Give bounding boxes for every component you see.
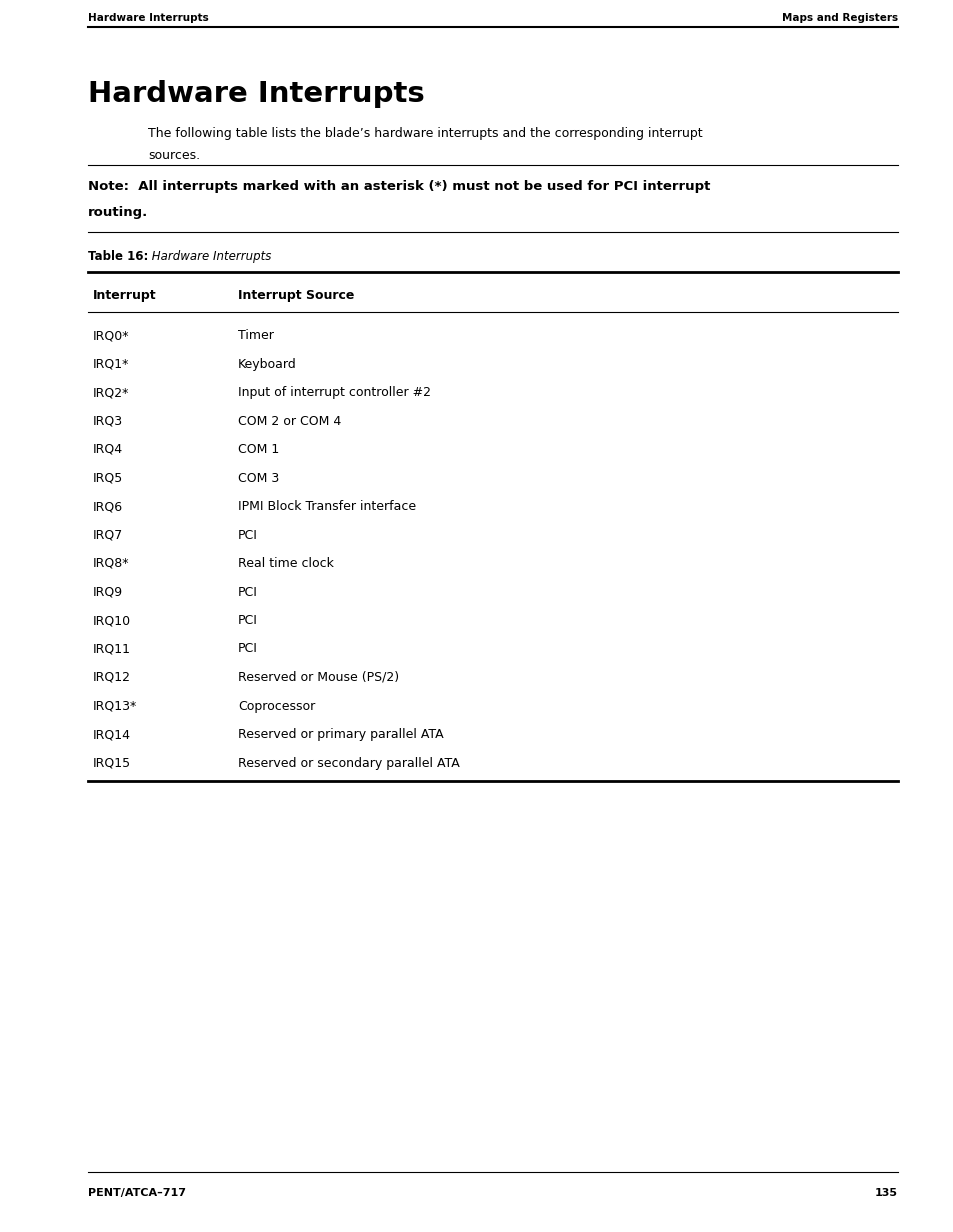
Text: IRQ3: IRQ3	[92, 414, 123, 428]
Text: Maps and Registers: Maps and Registers	[781, 14, 897, 23]
Text: Hardware Interrupts: Hardware Interrupts	[148, 250, 271, 262]
Text: IRQ8*: IRQ8*	[92, 557, 130, 570]
Text: PCI: PCI	[237, 643, 257, 655]
Text: IRQ1*: IRQ1*	[92, 357, 130, 371]
Text: Reserved or Mouse (PS/2): Reserved or Mouse (PS/2)	[237, 671, 398, 684]
Text: PCI: PCI	[237, 585, 257, 599]
Text: IRQ12: IRQ12	[92, 671, 131, 684]
Text: IRQ14: IRQ14	[92, 728, 131, 740]
Text: IPMI Block Transfer interface: IPMI Block Transfer interface	[237, 500, 416, 513]
Text: IRQ2*: IRQ2*	[92, 386, 130, 399]
Text: IRQ6: IRQ6	[92, 500, 123, 513]
Text: Interrupt Source: Interrupt Source	[237, 290, 354, 302]
Text: Keyboard: Keyboard	[237, 357, 296, 371]
Text: routing.: routing.	[88, 206, 148, 219]
Text: IRQ5: IRQ5	[92, 472, 123, 484]
Text: Coprocessor: Coprocessor	[237, 700, 314, 712]
Text: IRQ7: IRQ7	[92, 529, 123, 542]
Text: Hardware Interrupts: Hardware Interrupts	[88, 14, 209, 23]
Text: Interrupt: Interrupt	[92, 290, 156, 302]
Text: Reserved or secondary parallel ATA: Reserved or secondary parallel ATA	[237, 756, 459, 770]
Text: PENT/ATCA–717: PENT/ATCA–717	[88, 1188, 186, 1198]
Text: IRQ13*: IRQ13*	[92, 700, 137, 712]
Text: PCI: PCI	[237, 614, 257, 627]
Text: Reserved or primary parallel ATA: Reserved or primary parallel ATA	[237, 728, 443, 740]
Text: Timer: Timer	[237, 329, 274, 342]
Text: COM 2 or COM 4: COM 2 or COM 4	[237, 414, 341, 428]
Text: IRQ15: IRQ15	[92, 756, 131, 770]
Text: IRQ0*: IRQ0*	[92, 329, 130, 342]
Text: IRQ4: IRQ4	[92, 444, 123, 456]
Text: Real time clock: Real time clock	[237, 557, 334, 570]
Text: IRQ9: IRQ9	[92, 585, 123, 599]
Text: Hardware Interrupts: Hardware Interrupts	[88, 80, 424, 108]
Text: 135: 135	[874, 1188, 897, 1198]
Text: Input of interrupt controller #2: Input of interrupt controller #2	[237, 386, 431, 399]
Text: COM 3: COM 3	[237, 472, 279, 484]
Text: IRQ11: IRQ11	[92, 643, 131, 655]
Text: Table 16:: Table 16:	[88, 250, 149, 262]
Text: COM 1: COM 1	[237, 444, 279, 456]
Text: IRQ10: IRQ10	[92, 614, 131, 627]
Text: Note:  All interrupts marked with an asterisk (*) must not be used for PCI inter: Note: All interrupts marked with an aste…	[88, 180, 710, 193]
Text: sources.: sources.	[148, 149, 200, 161]
Text: PCI: PCI	[237, 529, 257, 542]
Text: The following table lists the blade’s hardware interrupts and the corresponding : The following table lists the blade’s ha…	[148, 127, 702, 140]
